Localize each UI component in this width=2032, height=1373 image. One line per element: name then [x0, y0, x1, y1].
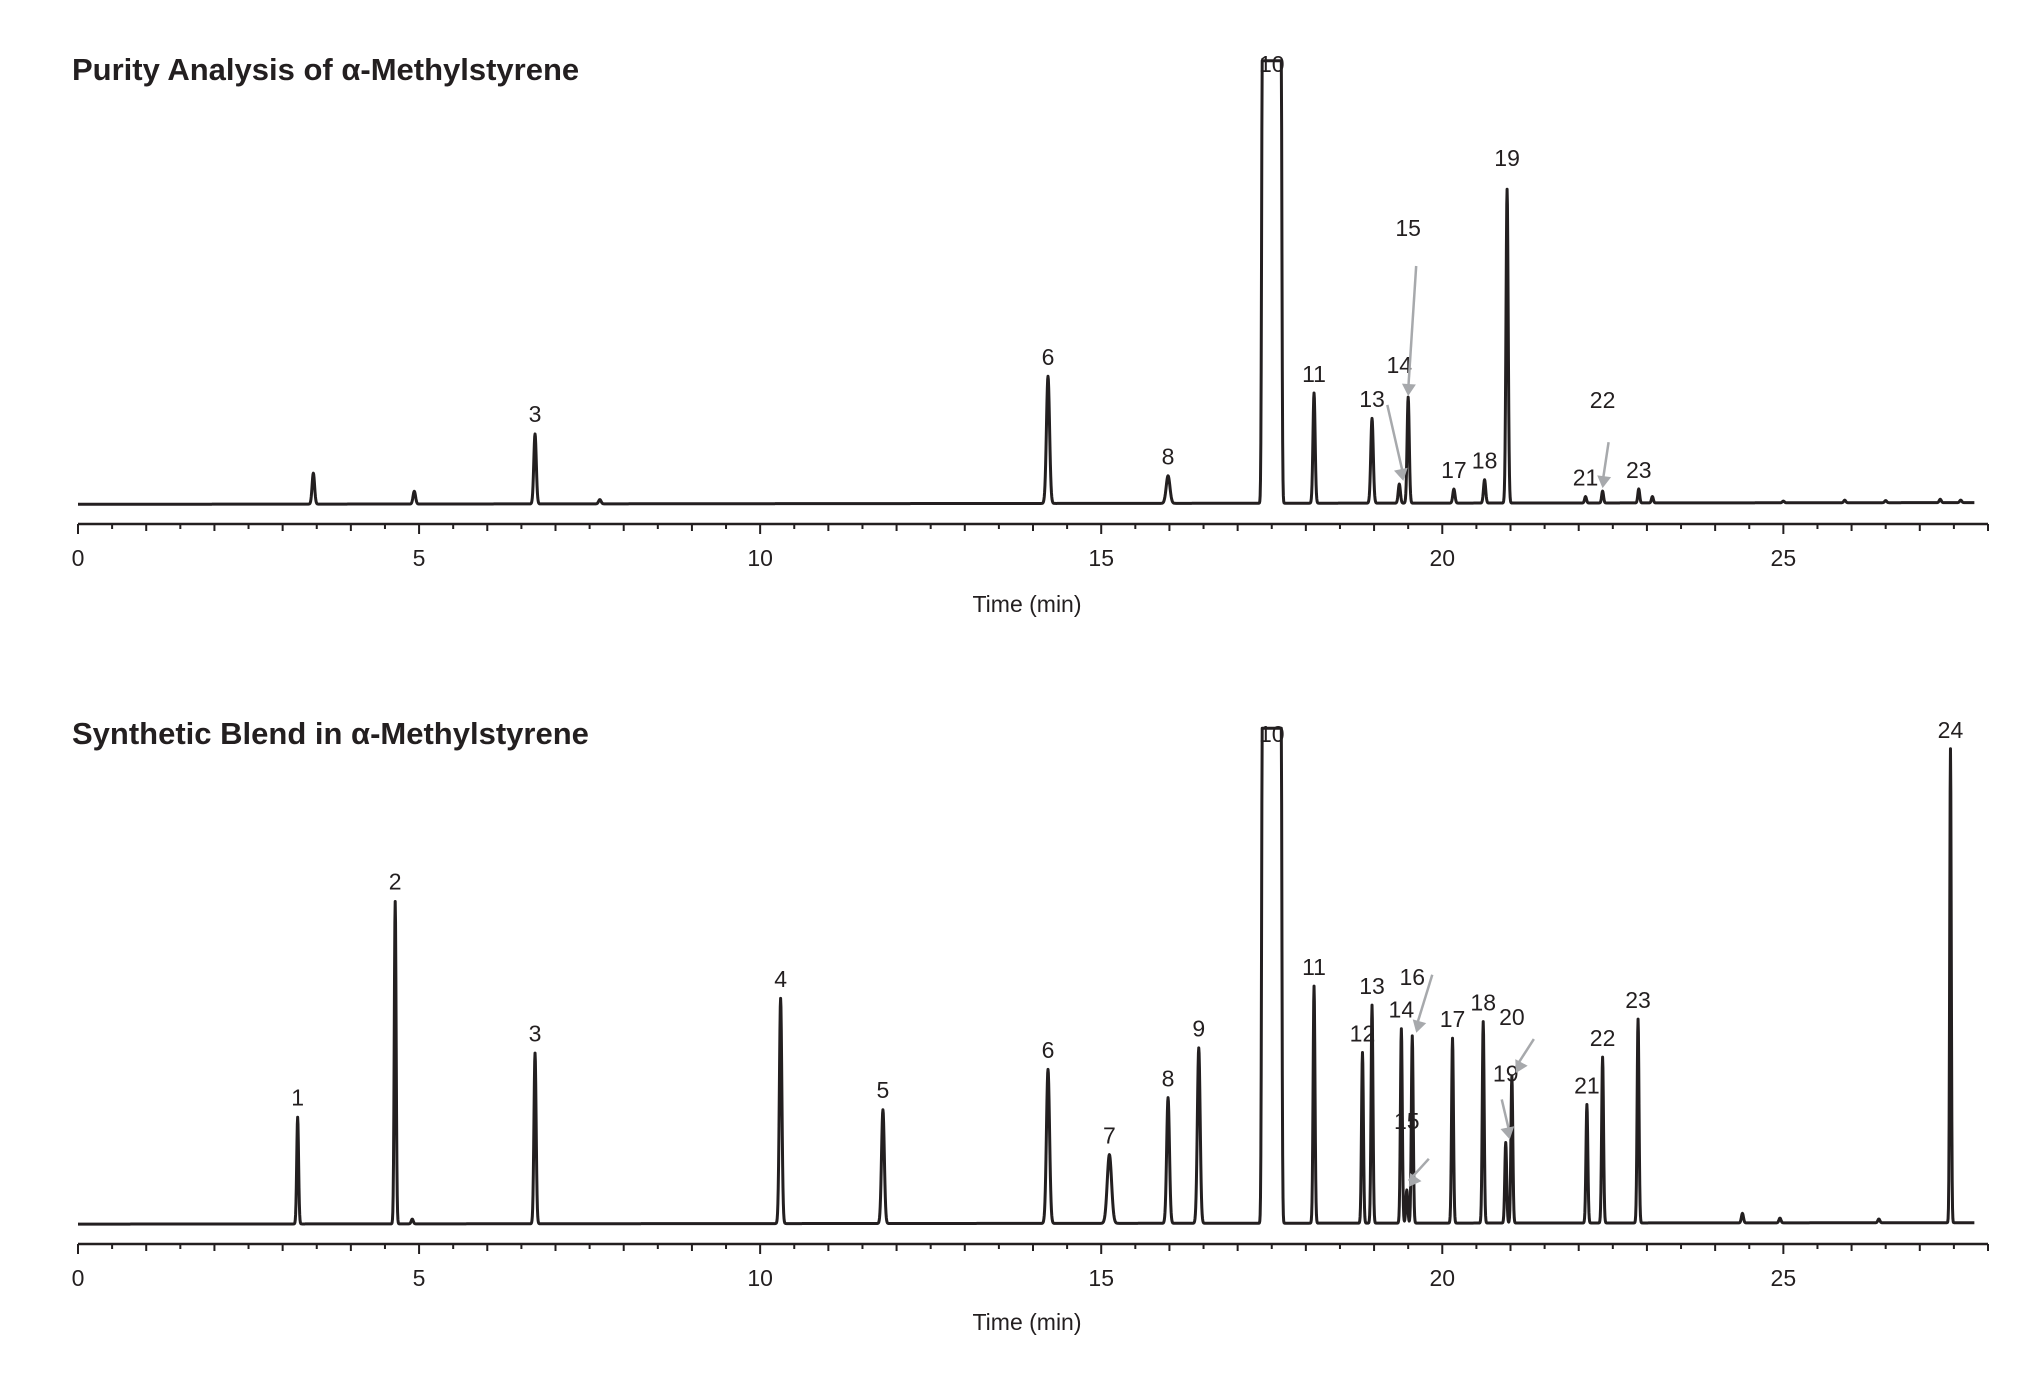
- peak-label: 16: [1399, 964, 1425, 990]
- chart-title: Synthetic Blend in α-Methylstyrene: [72, 716, 589, 751]
- peak-label: 19: [1494, 145, 1520, 171]
- peak-label: 23: [1626, 457, 1652, 483]
- x-tick-label: 5: [413, 545, 426, 571]
- synthetic-blend-panel: Synthetic Blend in α-Methylstyrene Time …: [72, 716, 1989, 1335]
- peak-label: 3: [529, 401, 542, 427]
- peak-arrow: [1386, 404, 1405, 476]
- peak-label: 6: [1042, 1037, 1055, 1063]
- peak-label: 3: [529, 1020, 542, 1046]
- peak-label: 22: [1590, 387, 1616, 413]
- peak-arrow: [1601, 441, 1610, 483]
- x-axis-label: Time (min): [972, 1309, 1081, 1335]
- peak-label: 24: [1938, 717, 1964, 743]
- peak-label: 15: [1394, 1108, 1420, 1134]
- x-tick-label: 25: [1771, 545, 1797, 571]
- peak-arrowhead: [1408, 1172, 1422, 1187]
- peak-arrowhead: [1412, 1019, 1427, 1033]
- chromatogram-trace: [76, 59, 1976, 506]
- peak-arrowhead: [1401, 383, 1416, 396]
- peak-label: 13: [1359, 386, 1385, 412]
- x-tick-label: 5: [413, 1265, 426, 1291]
- peak-label: 21: [1574, 1073, 1600, 1099]
- peak-arrowhead: [1500, 1126, 1515, 1140]
- x-tick-label: 25: [1771, 1265, 1797, 1291]
- peak-arrow: [1415, 974, 1434, 1028]
- peak-arrowhead: [1597, 475, 1612, 489]
- purity-analysis-panel: Purity Analysis of α-Methylstyrene Time …: [72, 51, 1989, 617]
- x-tick-label: 15: [1088, 545, 1114, 571]
- peak-label: 12: [1350, 1020, 1376, 1046]
- peak-label: 15: [1395, 215, 1421, 241]
- peak-arrowhead: [1515, 1059, 1528, 1074]
- peak-label: 8: [1162, 443, 1175, 469]
- x-tick-label: 0: [72, 1265, 85, 1291]
- peak-label: 4: [774, 966, 787, 992]
- peak-label: 7: [1103, 1122, 1116, 1148]
- peak-arrow: [1406, 265, 1418, 391]
- x-tick-label: 0: [72, 545, 85, 571]
- peak-label: 17: [1441, 457, 1467, 483]
- peak-label: 20: [1499, 1004, 1525, 1030]
- chart-title: Purity Analysis of α-Methylstyrene: [72, 52, 579, 87]
- peak-label: 21: [1573, 465, 1599, 491]
- x-tick-label: 10: [747, 545, 773, 571]
- peak-label: 22: [1590, 1025, 1616, 1051]
- peak-label: 10: [1259, 721, 1285, 747]
- x-tick-label: 15: [1088, 1265, 1114, 1291]
- peak-label: 23: [1625, 987, 1651, 1013]
- peak-label: 5: [877, 1077, 890, 1103]
- peak-arrowhead: [1393, 467, 1408, 481]
- peak-label: 6: [1042, 344, 1055, 370]
- peak-label: 1: [291, 1084, 304, 1110]
- x-axis-label: Time (min): [972, 591, 1081, 617]
- peak-label: 19: [1493, 1060, 1519, 1086]
- peak-label: 8: [1162, 1065, 1175, 1091]
- peak-label: 14: [1389, 997, 1415, 1023]
- peak-label: 18: [1470, 990, 1496, 1016]
- peak-label: 13: [1359, 973, 1385, 999]
- peak-label: 9: [1192, 1016, 1205, 1042]
- chromatogram-trace: [76, 726, 1976, 1226]
- peak-label: 18: [1472, 448, 1498, 474]
- x-tick-label: 20: [1429, 1265, 1455, 1291]
- x-tick-label: 20: [1429, 545, 1455, 571]
- x-tick-label: 10: [747, 1265, 773, 1291]
- peak-label: 17: [1440, 1006, 1466, 1032]
- peak-label: 11: [1302, 954, 1326, 980]
- peak-label: 10: [1259, 51, 1285, 77]
- peak-label: 2: [389, 869, 402, 895]
- peak-label: 11: [1302, 361, 1326, 387]
